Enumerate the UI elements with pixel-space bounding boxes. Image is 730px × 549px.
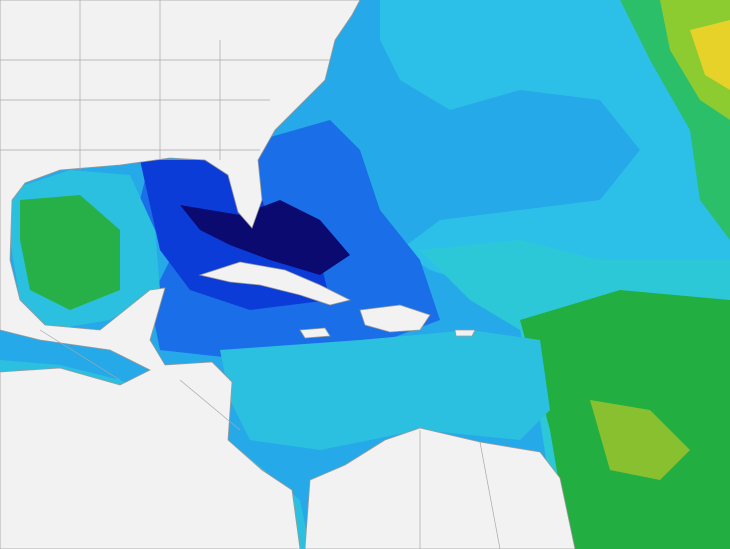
land-puerto-rico: [454, 329, 476, 337]
ocean-navy: [180, 200, 350, 275]
ocean-yellow: [690, 20, 730, 90]
land-south-america: [304, 427, 576, 549]
caribbean-cyan: [220, 330, 550, 450]
land-north-america: [0, 0, 361, 549]
land-hispaniola: [359, 304, 431, 333]
gulf-green: [20, 195, 120, 310]
land-cuba: [198, 261, 352, 306]
ocean-lime-east: [590, 400, 690, 480]
land-jamaica: [299, 327, 331, 339]
borders: [0, 0, 501, 549]
